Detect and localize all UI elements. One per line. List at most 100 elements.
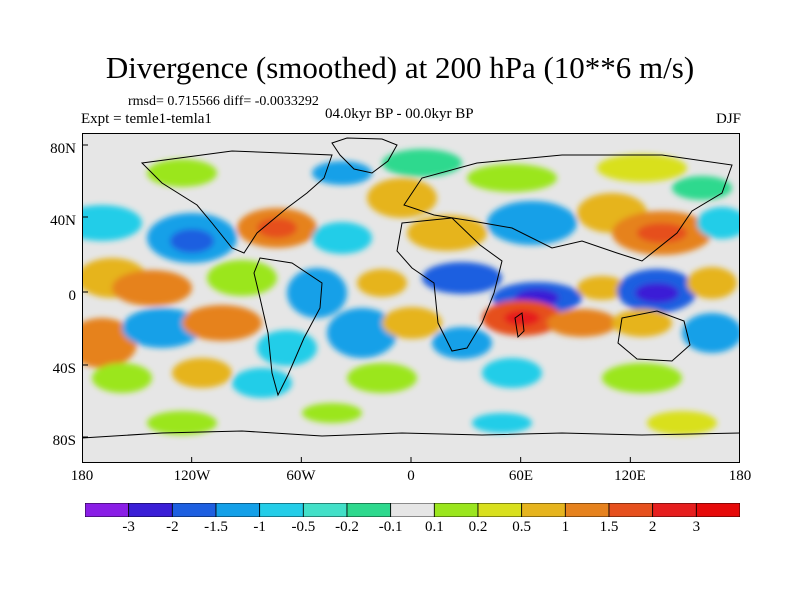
field-blob <box>577 276 627 300</box>
field-blob <box>207 260 277 296</box>
field-blob <box>302 403 362 423</box>
field-blob <box>432 327 492 359</box>
field-blob <box>612 309 672 337</box>
field-blob <box>82 205 142 241</box>
colorbar-swatch <box>608 503 654 517</box>
coast-north-america <box>140 150 333 254</box>
colorbar-swatch <box>346 503 392 517</box>
colorbar-label: -1.5 <box>204 519 228 535</box>
field-blob <box>472 413 532 433</box>
field-blob <box>232 368 292 398</box>
lon-tick-0: 0 <box>407 468 415 484</box>
field-blob <box>647 411 717 435</box>
season-label: DJF <box>715 111 741 127</box>
lat-tick-40s: 40S <box>52 361 76 377</box>
coast-africa <box>396 217 503 352</box>
lat-tick-40n: 40N <box>50 213 76 229</box>
field-blob <box>547 309 617 337</box>
colorbar-swatch <box>85 503 130 517</box>
field-blob <box>92 363 152 393</box>
coast-greenland <box>331 137 398 174</box>
field-blob <box>697 207 740 239</box>
field-blob <box>347 363 417 393</box>
field-blob <box>357 269 407 297</box>
field-blob <box>327 308 397 358</box>
colorbar-label: 0.1 <box>424 519 444 535</box>
field-blob <box>257 330 317 366</box>
coast-australia <box>617 310 691 362</box>
field-blob <box>382 307 442 339</box>
colorbar-swatch <box>302 503 348 517</box>
lon-tick-60e: 60E <box>508 468 534 484</box>
coastlines <box>82 137 740 439</box>
field-blob <box>382 149 462 177</box>
field-blob <box>170 229 214 253</box>
lon-tick-180e: 180 <box>728 468 752 484</box>
coast-madagascar <box>514 312 525 339</box>
field-blob <box>147 411 217 435</box>
colorbar-label: -0.2 <box>335 519 359 535</box>
field-blob <box>257 218 297 238</box>
colorbar-label: -3 <box>122 519 135 535</box>
coast-antarctica <box>82 430 740 439</box>
colorbar-swatch <box>390 503 435 517</box>
field-blob <box>487 201 577 245</box>
colorbar-swatch <box>259 503 304 517</box>
colorbar-swatch <box>521 503 566 517</box>
colorbar-swatch <box>652 503 697 517</box>
field-blob <box>602 363 682 393</box>
field-blob <box>312 222 372 254</box>
colorbar-label: 0.2 <box>468 519 488 535</box>
field-blob <box>112 270 192 306</box>
colorbar-swatch <box>128 503 173 517</box>
field-blob <box>687 267 737 299</box>
lat-tick-80n: 80N <box>50 141 76 157</box>
lat-tick-80s: 80S <box>52 433 76 449</box>
colorbar-swatch <box>477 503 523 517</box>
divergence-field <box>82 149 740 435</box>
field-blob <box>367 178 437 218</box>
field-blob <box>482 358 542 388</box>
divergence-map <box>82 133 740 463</box>
field-blob <box>672 176 732 200</box>
period-label: 04.0kyr BP - 00.0kyr BP <box>325 106 474 122</box>
field-blob <box>312 161 372 185</box>
field-blob <box>467 164 557 192</box>
colorbar-label: 1.5 <box>599 519 619 535</box>
stats-text: rmsd= 0.715566 diff= -0.0033292 <box>128 94 319 109</box>
field-blob <box>172 358 232 388</box>
colorbar-label: 1 <box>561 519 570 535</box>
field-blob <box>504 310 540 326</box>
lon-tick-120w: 120W <box>173 468 211 484</box>
plot-title: Divergence (smoothed) at 200 hPa (10**6 … <box>105 50 695 85</box>
colorbar-label: 3 <box>692 519 701 535</box>
colorbar <box>85 503 740 517</box>
field-blob <box>597 154 687 182</box>
field-blob <box>122 308 202 348</box>
colorbar-swatch <box>695 503 740 517</box>
field-blob <box>422 262 502 294</box>
colorbar-swatch <box>171 503 217 517</box>
axis-ticks <box>82 144 740 463</box>
lat-tick-0: 0 <box>68 288 77 304</box>
lon-tick-60w: 60W <box>286 468 316 484</box>
coast-eurasia <box>403 154 733 262</box>
lon-tick-120e: 120E <box>614 468 646 484</box>
colorbar-label: 0.5 <box>512 519 532 535</box>
colorbar-label: -0.5 <box>291 519 316 535</box>
colorbar-label: -1 <box>253 519 266 535</box>
colorbar-label: -2 <box>166 519 179 535</box>
colorbar-swatch <box>433 503 479 517</box>
experiment-label: Expt = temle1-temla1 <box>81 111 212 127</box>
field-blob <box>637 223 687 243</box>
field-blob <box>635 283 679 303</box>
field-blob <box>682 313 740 353</box>
field-blob <box>182 305 262 341</box>
colorbar-label: -0.1 <box>378 519 403 535</box>
field-blob <box>407 215 487 251</box>
colorbar-swatch <box>564 503 610 517</box>
lon-tick-180w: 180 <box>70 468 94 484</box>
field-blob <box>147 159 217 187</box>
coast-south-america <box>253 257 323 397</box>
field-blob <box>287 268 347 318</box>
